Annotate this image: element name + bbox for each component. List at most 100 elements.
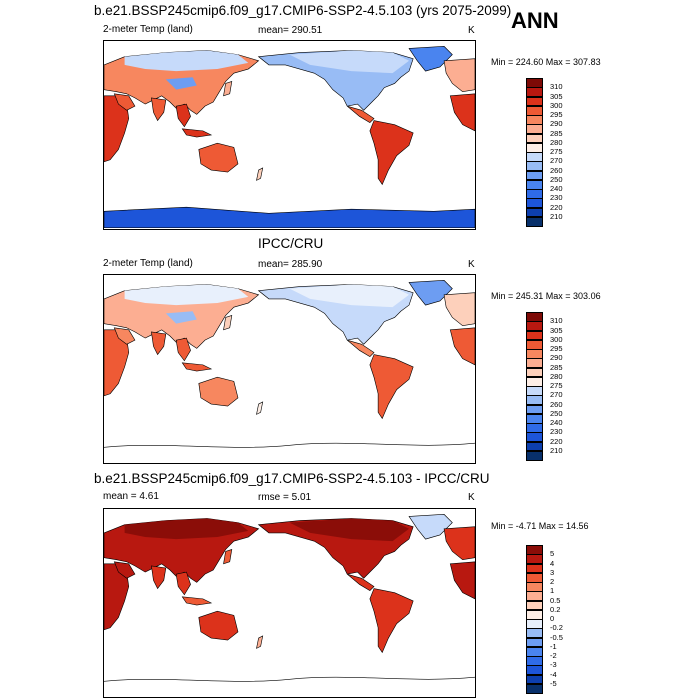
colorbar-tick-label: 290: [550, 353, 563, 363]
mean-label: mean= 290.51: [258, 25, 323, 36]
australia-region: [198, 610, 239, 641]
colorbar-cell: [526, 450, 543, 461]
australia-region: [198, 376, 239, 407]
colorbar-tick-label: 230: [550, 427, 563, 437]
colorbar-tick-label: 210: [550, 211, 563, 221]
colorbar-tick-label: -1: [550, 641, 557, 651]
camerica-region: [347, 573, 375, 592]
arctic-namerica-region: [289, 50, 410, 74]
europe-region: [443, 58, 475, 93]
seasia-region: [175, 571, 191, 596]
colorbar-tick-label: 2: [550, 577, 555, 586]
indonesia-region: [181, 128, 213, 138]
colorbar-tick-label: 1: [550, 586, 555, 596]
units-label: K: [468, 259, 475, 270]
colorbar-tick-label: 285: [550, 362, 563, 372]
panel-title: b.e21.BSSP245cmip6.f09_g17.CMIP6-SSP2-4.…: [94, 3, 512, 18]
map-difference: [103, 508, 476, 698]
colorbar-tick-label: 275: [550, 381, 563, 390]
antarctica-outline: [104, 442, 475, 448]
indonesia-region: [181, 362, 213, 372]
nz-region: [256, 635, 264, 649]
india-region: [151, 565, 167, 590]
colorbar-tick-label: 210: [550, 445, 563, 455]
colorbar-cell: [526, 683, 543, 694]
colorbar-tick-label: 260: [550, 165, 563, 175]
colorbar-tick-label: 0.2: [550, 604, 561, 614]
colorbar-tick-label: 295: [550, 344, 563, 353]
colorbar-tick-label: 260: [550, 399, 563, 409]
colorbar-tick-label: 4: [550, 558, 555, 568]
arabia-region: [113, 327, 136, 345]
colorbar-tick-label: -2: [550, 651, 557, 660]
arctic-namerica-region: [289, 518, 410, 542]
arabia-region: [113, 93, 136, 111]
colorbar-tick-label: 290: [550, 119, 563, 129]
colorbar-tick-label: 250: [550, 408, 563, 418]
variable-label: 2-meter Temp (land): [103, 258, 193, 269]
colorbar-tick-label: 275: [550, 147, 563, 156]
variable-label: 2-meter Temp (land): [103, 24, 193, 35]
colorbar-tick-label: -0.5: [550, 632, 563, 642]
colorbar-tick-label: 310: [550, 316, 563, 326]
india-region: [151, 97, 167, 122]
colorbar-tick-label: 220: [550, 202, 563, 212]
colorbar-tick-label: 280: [550, 137, 563, 147]
colorbar-tick-label: 250: [550, 174, 563, 184]
australia-region: [198, 142, 239, 173]
japan-region: [223, 80, 233, 97]
seasia-region: [175, 337, 191, 362]
map-model: [103, 40, 476, 230]
colorbar-tick-label: 300: [550, 334, 563, 344]
camerica-region: [347, 105, 375, 124]
colorbar-tick-label: 305: [550, 91, 563, 101]
arctic-eurasia-region: [124, 284, 249, 306]
nz-region: [256, 167, 264, 181]
minmax-label: Min = -4.71 Max = 14.56: [491, 521, 589, 531]
colorbar-tick-label: 300: [550, 100, 563, 110]
colorbar-tick-label: 3: [550, 567, 555, 577]
colorbar-tick-label: 270: [550, 156, 563, 166]
colorbar-tick-label: 305: [550, 325, 563, 335]
europe-region: [443, 526, 475, 561]
colorbar: 310 305 300 295 290 285 280 275 270 260 250 240 230 2…: [526, 312, 586, 461]
colorbar: 310 305 300 295 290 285 280 275 270 260 250 240 230 2…: [526, 78, 586, 227]
colorbar-tick-label: 295: [550, 110, 563, 119]
map-observations: [103, 274, 476, 464]
greenland-region: [408, 46, 453, 72]
samerica-region: [369, 354, 414, 420]
greenland-region: [408, 280, 453, 306]
rmse-label: rmse = 5.01: [258, 492, 312, 503]
colorbar-tick-label: 280: [550, 371, 563, 381]
arctic-eurasia-region: [124, 50, 249, 72]
colorbar-tick-label: 240: [550, 184, 563, 193]
colorbar: 5 4 3 2 1 0.5 0.2 0 -0.2 -0.5 -1 -2 -3 -4 -5: [526, 545, 586, 694]
units-label: K: [468, 25, 475, 36]
samerica-region: [369, 120, 414, 186]
wafrica-region: [449, 327, 475, 366]
panel-title: b.e21.BSSP245cmip6.f09_g17.CMIP6-SSP2-4.…: [94, 471, 490, 486]
arctic-eurasia-region: [124, 518, 249, 540]
antarctica-region: [104, 206, 475, 229]
arctic-namerica-region: [289, 284, 410, 308]
colorbar-tick-label: -5: [550, 678, 557, 688]
colorbar-tick-label: -3: [550, 660, 557, 670]
colorbar-tick-label: 5: [550, 549, 555, 559]
season-label: ANN: [511, 8, 559, 33]
indonesia-region: [181, 596, 213, 606]
colorbar-cell: [526, 216, 543, 227]
camerica-region: [347, 339, 375, 358]
seasia-region: [175, 103, 191, 128]
colorbar-tick-label: 270: [550, 390, 563, 400]
colorbar-tick-label: 240: [550, 418, 563, 427]
tibet-region: [165, 77, 197, 90]
map-svg: [104, 46, 475, 229]
colorbar-tick-label: 310: [550, 82, 563, 92]
colorbar-tick-label: 0: [550, 614, 555, 623]
india-region: [151, 331, 167, 356]
minmax-label: Min = 245.31 Max = 303.06: [491, 291, 601, 301]
nz-region: [256, 401, 264, 415]
antarctica-outline: [104, 676, 475, 682]
colorbar-tick-label: 0.5: [550, 595, 561, 605]
colorbar-tick-label: 285: [550, 128, 563, 138]
